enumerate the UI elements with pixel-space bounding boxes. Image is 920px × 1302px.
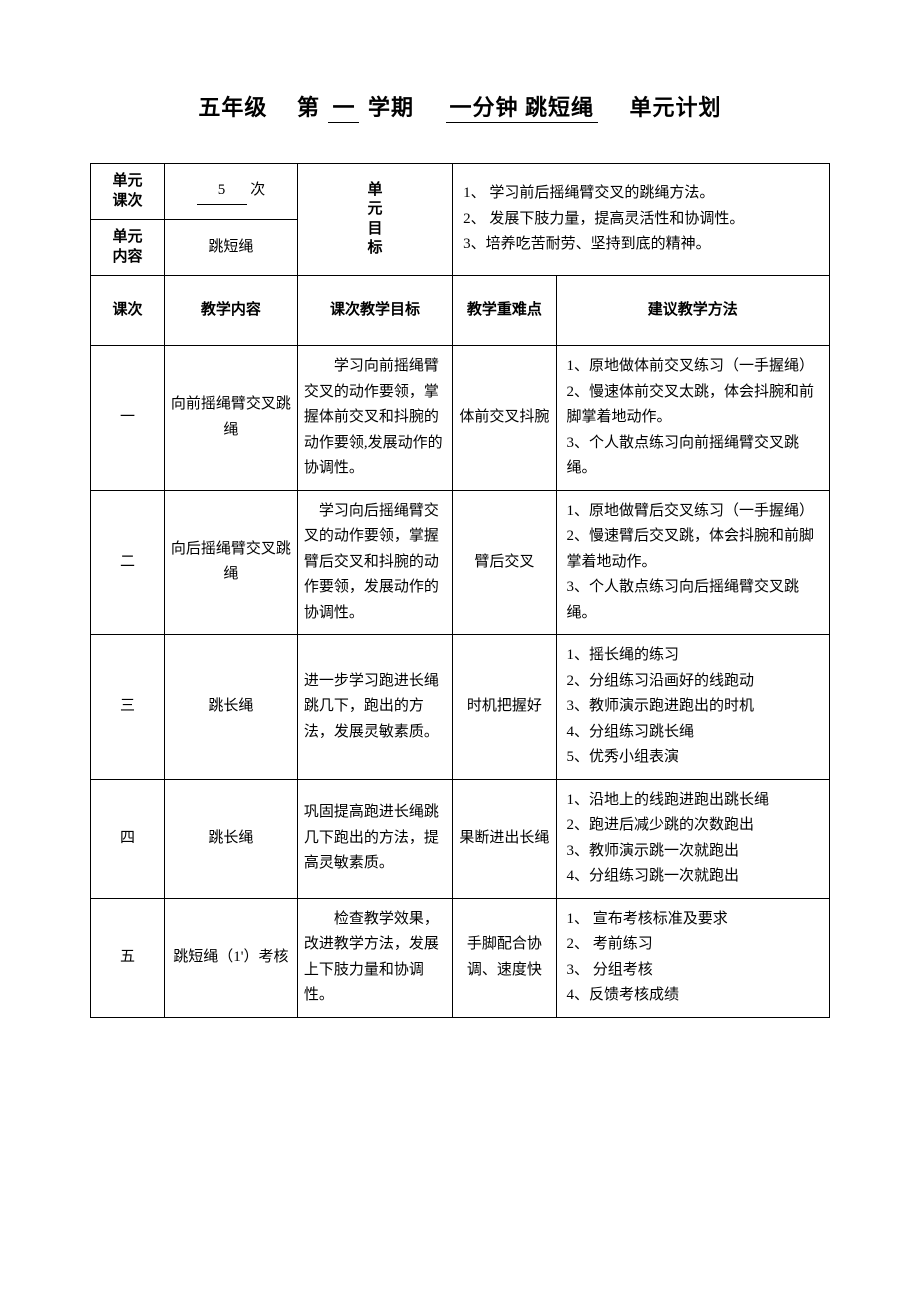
unit-times-cell: 5 次 [164, 164, 297, 220]
lesson-no: 一 [91, 346, 165, 491]
title-suffix: 单元计划 [630, 95, 722, 120]
lesson-goal: 巩固提高跑进长绳跳几下跑出的方法，提高灵敏素质。 [297, 779, 452, 898]
col-method: 建议教学方法 [556, 276, 829, 346]
lesson-no: 五 [91, 898, 165, 1017]
lesson-goal: 进一步学习跑进长绳跳几下，跑出的方法，发展灵敏素质。 [297, 635, 452, 780]
lesson-content: 跳短绳（1'）考核 [164, 898, 297, 1017]
lesson-key: 臂后交叉 [453, 490, 556, 635]
title-grade: 五年级 [198, 95, 267, 120]
plan-table: 单元 课次 5 次 单 元 目 标 1、 学习前后摇绳臂交叉的跳绳方法。 2、 … [90, 163, 830, 1018]
col-goal: 课次教学目标 [297, 276, 452, 346]
table-row: 二向后摇绳臂交叉跳绳 学习向后摇绳臂交叉的动作要领，掌握臂后交叉和抖腕的动作要领… [91, 490, 830, 635]
col-lesson-no: 课次 [91, 276, 165, 346]
title-semester-suffix: 学期 [368, 95, 414, 120]
lesson-no: 三 [91, 635, 165, 780]
table-row: 三跳长绳进一步学习跑进长绳跳几下，跑出的方法，发展灵敏素质。时机把握好1、摇长绳… [91, 635, 830, 780]
unit-times-label: 单元 课次 [91, 164, 165, 220]
lesson-key: 果断进出长绳 [453, 779, 556, 898]
lesson-key: 手脚配合协调、速度快 [453, 898, 556, 1017]
lesson-method: 1、沿地上的线跑进跑出跳长绳 2、跑进后减少跳的次数跑出 3、教师演示跳一次就跑… [556, 779, 829, 898]
unit-times-unit: 次 [250, 182, 265, 198]
unit-times-value: 5 [197, 178, 247, 205]
col-key: 教学重难点 [453, 276, 556, 346]
lesson-method: 1、 宣布考核标准及要求 2、 考前练习 3、 分组考核 4、反馈考核成绩 [556, 898, 829, 1017]
lesson-key: 体前交叉抖腕 [453, 346, 556, 491]
lesson-content: 向前摇绳臂交叉跳绳 [164, 346, 297, 491]
lesson-content: 向后摇绳臂交叉跳绳 [164, 490, 297, 635]
title-semester-prefix: 第 [297, 95, 320, 120]
table-row: 四跳长绳巩固提高跑进长绳跳几下跑出的方法，提高灵敏素质。果断进出长绳1、沿地上的… [91, 779, 830, 898]
title-topic: 一分钟 跳短绳 [446, 90, 599, 123]
unit-content-label: 单元 内容 [91, 220, 165, 276]
lesson-method: 1、摇长绳的练习 2、分组练习沿画好的线跑动 3、教师演示跑进跑出的时机 4、分… [556, 635, 829, 780]
table-row: 一向前摇绳臂交叉跳绳 学习向前摇绳臂交叉的动作要领，掌握体前交叉和抖腕的动作要领… [91, 346, 830, 491]
table-row: 五跳短绳（1'）考核 检查教学效果，改进教学方法，发展上下肢力量和协调性。手脚配… [91, 898, 830, 1017]
lesson-key: 时机把握好 [453, 635, 556, 780]
lesson-content: 跳长绳 [164, 635, 297, 780]
lesson-goal: 检查教学效果，改进教学方法，发展上下肢力量和协调性。 [297, 898, 452, 1017]
unit-content-value: 跳短绳 [164, 220, 297, 276]
lesson-content: 跳长绳 [164, 779, 297, 898]
lesson-method: 1、原地做体前交叉练习（一手握绳） 2、慢速体前交叉太跳，体会抖腕和前脚掌着地动… [556, 346, 829, 491]
unit-goal-text: 1、 学习前后摇绳臂交叉的跳绳方法。 2、 发展下肢力量，提高灵活性和协调性。 … [453, 164, 830, 276]
col-content: 教学内容 [164, 276, 297, 346]
lesson-goal: 学习向后摇绳臂交叉的动作要领，掌握臂后交叉和抖腕的动作要领，发展动作的协调性。 [297, 490, 452, 635]
title-semester: 一 [328, 90, 359, 123]
page-title: 五年级 第 一 学期 一分钟 跳短绳 单元计划 [90, 90, 830, 123]
unit-goal-label: 单 元 目 标 [297, 164, 452, 276]
lesson-no: 四 [91, 779, 165, 898]
lesson-no: 二 [91, 490, 165, 635]
lesson-goal: 学习向前摇绳臂交叉的动作要领，掌握体前交叉和抖腕的动作要领,发展动作的协调性。 [297, 346, 452, 491]
lesson-method: 1、原地做臂后交叉练习（一手握绳） 2、慢速臂后交叉跳，体会抖腕和前脚掌着地动作… [556, 490, 829, 635]
